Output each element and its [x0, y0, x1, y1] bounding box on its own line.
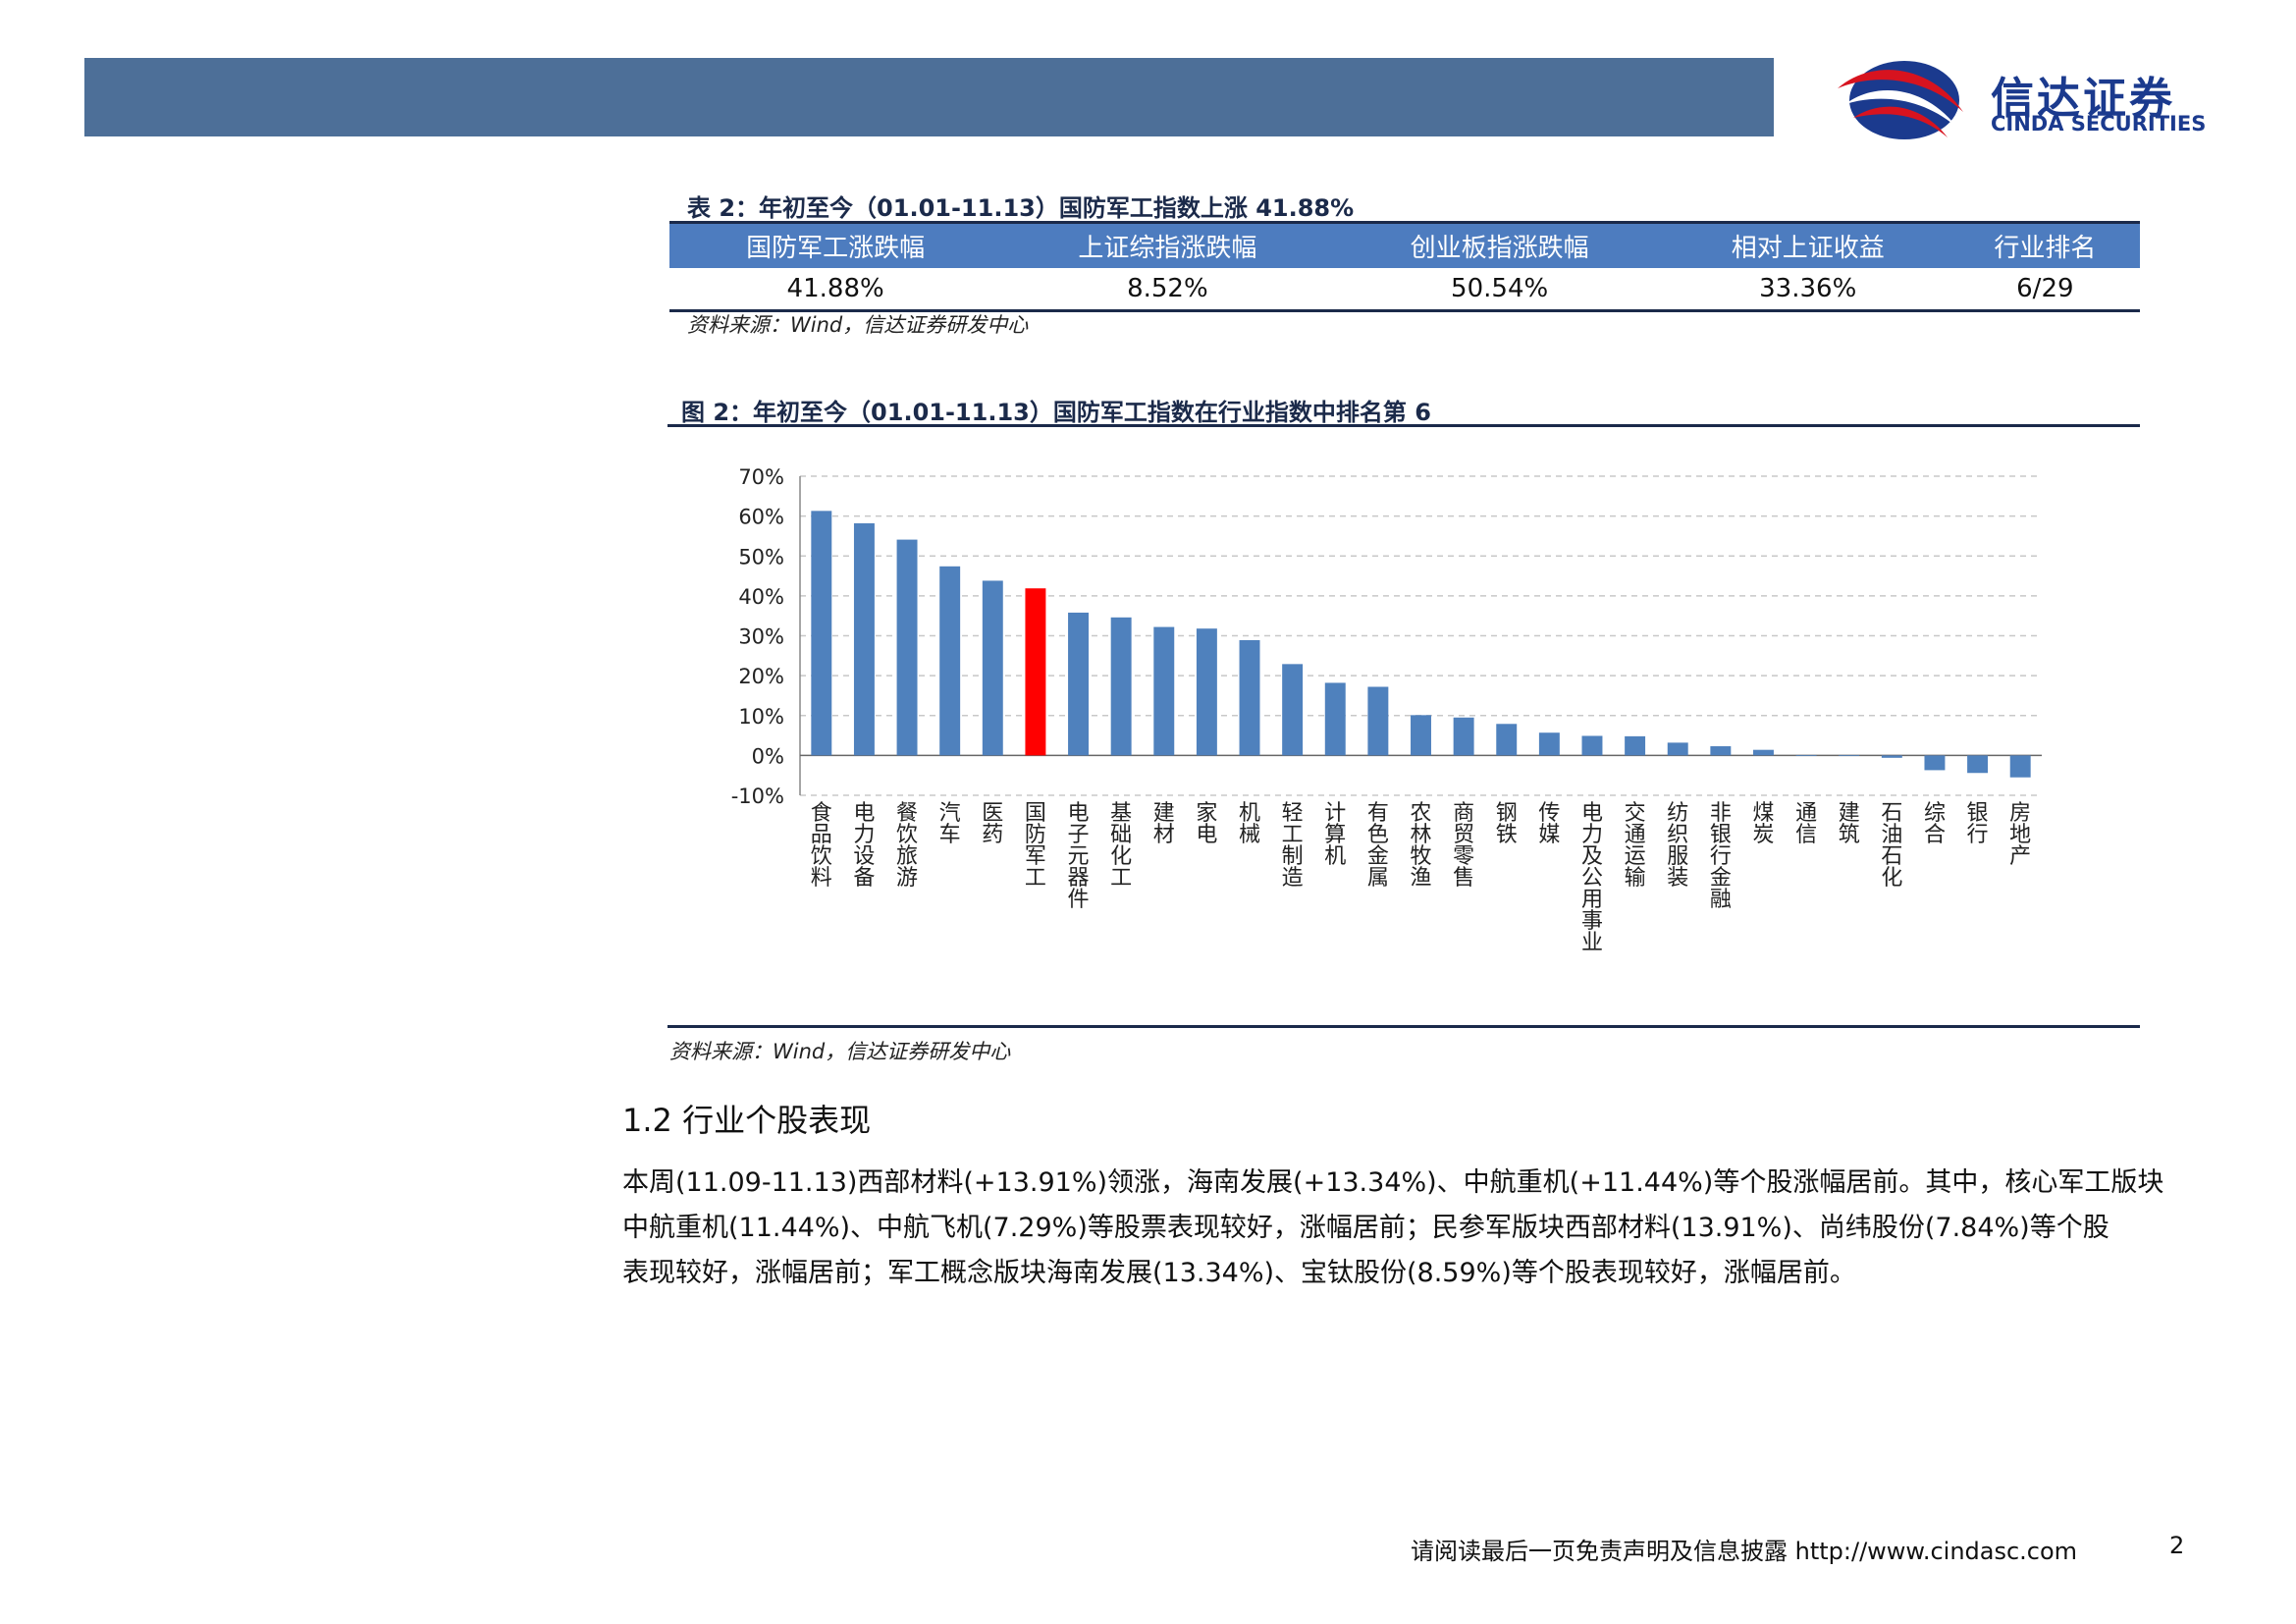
header-bar	[84, 58, 1774, 136]
table-header-cell: 相对上证收益	[1666, 223, 1950, 269]
bar	[1454, 718, 1474, 756]
performance-table: 国防军工涨跌幅 上证综指涨跌幅 创业板指涨跌幅 相对上证收益 行业排名 41.8…	[669, 221, 2140, 312]
figure-bottom-rule	[667, 1025, 2140, 1028]
bar	[1668, 742, 1688, 755]
section-title: 1.2 行业个股表现	[622, 1096, 871, 1141]
bar	[897, 540, 918, 756]
x-tick-label: 医药	[982, 801, 1003, 847]
x-tick-label: 商贸零售	[1453, 801, 1474, 891]
table-header-row: 国防军工涨跌幅 上证综指涨跌幅 创业板指涨跌幅 相对上证收益 行业排名	[669, 223, 2140, 269]
table-cell: 8.52%	[1001, 268, 1333, 311]
table-header-cell: 上证综指涨跌幅	[1001, 223, 1333, 269]
table-source: 资料来源：Wind，信达证券研发中心	[687, 309, 1028, 339]
x-tick-label: 交通运输	[1625, 801, 1646, 891]
bar	[854, 523, 875, 755]
x-tick-label: 餐饮旅游	[896, 801, 918, 891]
x-tick-label: 电力设备	[853, 801, 875, 891]
bar	[1710, 746, 1731, 755]
bar	[1325, 682, 1346, 755]
bar	[939, 567, 960, 756]
y-tick-label: 50%	[738, 545, 784, 568]
x-tick-label: 家电	[1196, 801, 1217, 847]
figure-source: 资料来源：Wind，信达证券研发中心	[669, 1036, 1010, 1065]
x-tick-label: 综合	[1924, 801, 1946, 847]
x-tick-label: 建筑	[1839, 801, 1860, 847]
figure-top-rule	[667, 424, 2140, 427]
x-tick-label: 通信	[1795, 801, 1817, 847]
table-cell: 33.36%	[1666, 268, 1950, 311]
brand-logo: 信达证券 CINDA SECURITIES	[1832, 53, 2234, 143]
x-tick-label: 建材	[1153, 801, 1175, 847]
y-tick-label: 20%	[738, 665, 784, 688]
bar	[1967, 755, 1988, 773]
y-tick-label: 10%	[738, 705, 784, 729]
x-tick-label: 煤炭	[1752, 801, 1774, 847]
table-cell: 41.88%	[669, 268, 1001, 311]
bar	[1753, 750, 1774, 756]
x-tick-label: 计算机	[1324, 801, 1346, 869]
y-tick-label: 70%	[738, 465, 784, 489]
y-tick-label: 60%	[738, 506, 784, 529]
bar	[1111, 618, 1132, 756]
bar	[1796, 755, 1817, 756]
table-cell: 6/29	[1950, 268, 2140, 311]
y-tick-label: 40%	[738, 585, 784, 609]
brand-name-en: CINDA SECURITIES	[1991, 112, 2206, 135]
x-tick-label: 机械	[1239, 801, 1260, 847]
x-tick-label: 石油石化	[1881, 801, 1902, 891]
footer-disclaimer: 请阅读最后一页免责声明及信息披露 http://www.cindasc.com	[1411, 1532, 2077, 1566]
x-tick-label: 钢铁	[1496, 801, 1518, 847]
bar	[1411, 715, 1431, 755]
x-tick-label: 非银行金融	[1710, 801, 1732, 912]
figure-caption: 图 2：年初至今（01.01-11.13）国防军工指数在行业指数中排名第 6	[681, 393, 1431, 427]
x-tick-label: 有色金属	[1367, 801, 1389, 891]
table-header-cell: 国防军工涨跌幅	[669, 223, 1001, 269]
table-header-cell: 行业排名	[1950, 223, 2140, 269]
bar	[1625, 736, 1645, 756]
bar	[811, 511, 831, 755]
table-header-cell: 创业板指涨跌幅	[1334, 223, 1666, 269]
bar	[2010, 755, 2031, 777]
bar	[1240, 640, 1260, 755]
table-cell: 50.54%	[1334, 268, 1666, 311]
x-tick-label: 房地产	[2009, 801, 2031, 869]
bar	[1882, 755, 1902, 757]
y-tick-label: 0%	[752, 744, 784, 768]
bar	[1068, 613, 1089, 755]
y-tick-label: -10%	[731, 785, 784, 808]
bar	[1539, 732, 1560, 755]
table-caption: 表 2：年初至今（01.01-11.13）国防军工指数上涨 41.88%	[687, 189, 1354, 223]
x-tick-label: 纺织服装	[1667, 801, 1688, 891]
bar	[1025, 588, 1045, 755]
x-tick-label: 轻工制造	[1282, 801, 1304, 891]
table-row: 41.88% 8.52% 50.54% 33.36% 6/29	[669, 268, 2140, 311]
x-tick-label: 传媒	[1538, 801, 1560, 847]
bar	[1197, 628, 1217, 755]
page-number: 2	[2169, 1532, 2184, 1559]
y-tick-label: 30%	[738, 625, 784, 649]
x-tick-label: 银行	[1967, 801, 1989, 847]
paragraph-line: 本周(11.09-11.13)西部材料(+13.91%)领涨，海南发展(+13.…	[622, 1161, 2193, 1206]
x-tick-label: 食品饮料	[811, 801, 832, 891]
x-tick-label: 基础化工	[1110, 801, 1132, 891]
bar	[1582, 735, 1603, 755]
paragraph-line: 中航重机(11.44%)、中航飞机(7.29%)等股票表现较好，涨幅居前；民参军…	[622, 1206, 2193, 1251]
bar	[983, 580, 1003, 755]
section-paragraph: 本周(11.09-11.13)西部材料(+13.91%)领涨，海南发展(+13.…	[622, 1161, 2193, 1296]
x-tick-label: 汽车	[939, 801, 961, 847]
bar	[1839, 755, 1859, 756]
x-tick-label: 电子元器件	[1068, 801, 1090, 912]
paragraph-line: 表现较好，涨幅居前；军工概念版块海南发展(13.34%)、宝钛股份(8.59%)…	[622, 1251, 2193, 1296]
x-tick-label: 国防军工	[1025, 801, 1046, 891]
brand-emblem-icon	[1832, 53, 1969, 143]
bar	[1153, 627, 1174, 756]
x-tick-label: 农林牧渔	[1410, 801, 1431, 891]
x-tick-label: 电力及公用事业	[1581, 801, 1603, 955]
bar	[1282, 664, 1303, 755]
bar	[1496, 724, 1517, 755]
bar	[1367, 687, 1388, 756]
bar	[1924, 755, 1945, 770]
industry-ranking-chart: 70% 60% 50% 40% 30% 20% 10% 0% -10% 食品饮料电力设备餐饮旅游汽…	[667, 432, 2140, 1021]
